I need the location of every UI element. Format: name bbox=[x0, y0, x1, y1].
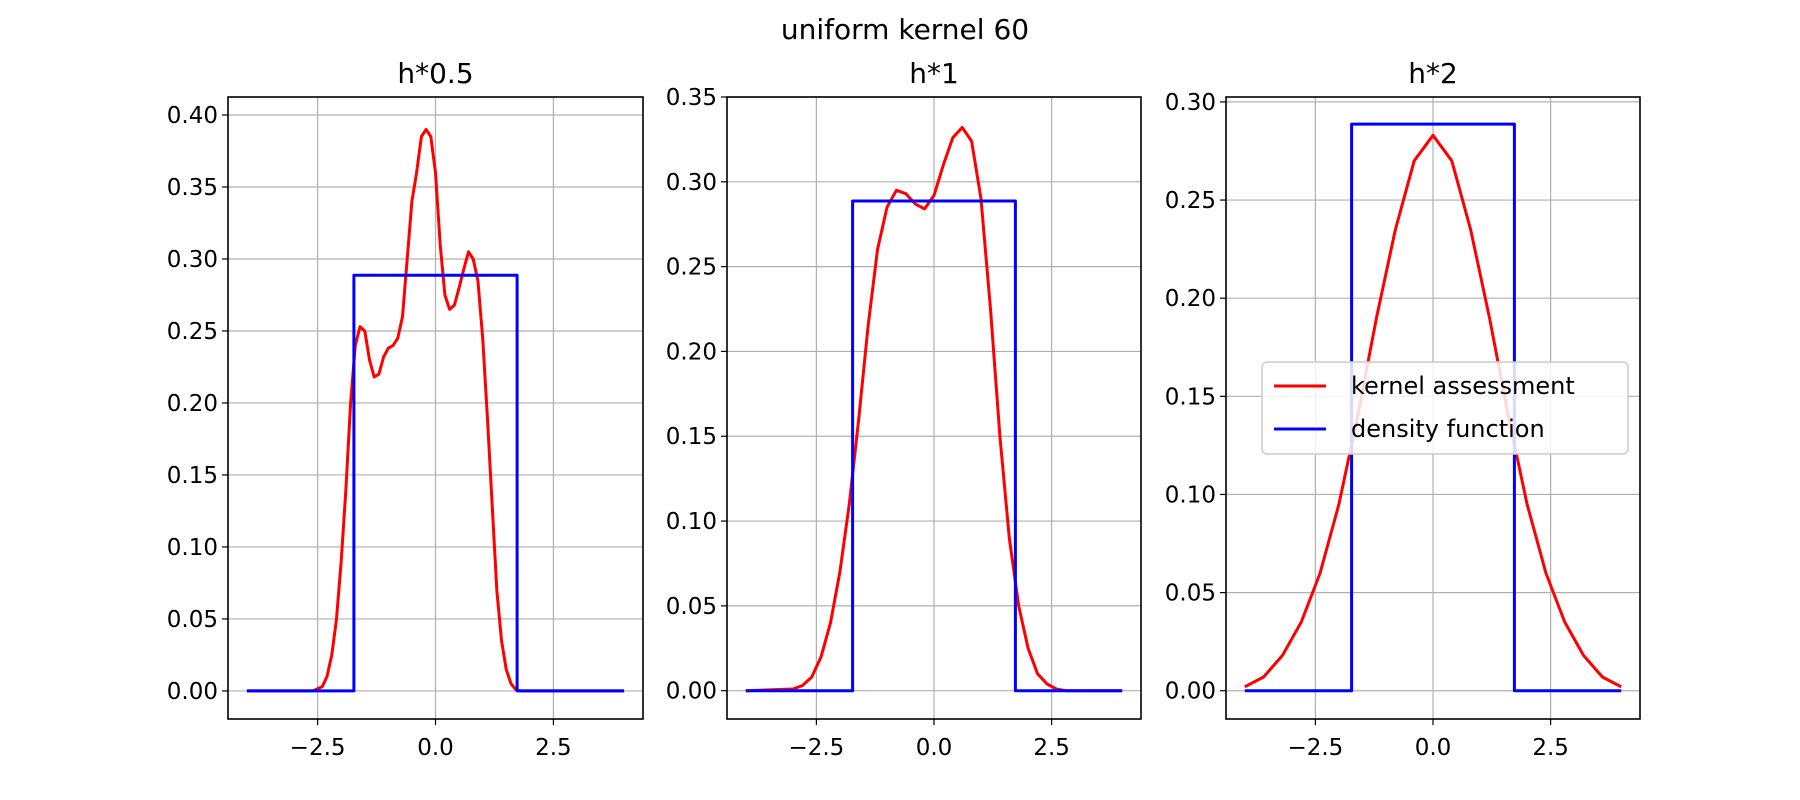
y-tick-label: 0.25 bbox=[167, 319, 218, 345]
y-tick-label: 0.20 bbox=[167, 391, 218, 417]
y-tick-label: 0.15 bbox=[167, 463, 218, 489]
series-line-kernel-assessment bbox=[1244, 133, 1622, 689]
y-tick-label: 0.40 bbox=[167, 103, 218, 129]
series-line-density-function bbox=[246, 273, 625, 693]
x-tick-label: 0.0 bbox=[417, 735, 454, 761]
series-line-kernel-assessment bbox=[745, 126, 1123, 693]
y-tick-label: 0.35 bbox=[666, 85, 717, 111]
y-tick-label: 0.05 bbox=[1165, 581, 1216, 607]
series-line-density-function bbox=[1244, 122, 1622, 693]
x-tick-label: −2.5 bbox=[1287, 735, 1343, 761]
subplot-title: h*1 bbox=[909, 57, 959, 90]
subplot-title: h*0.5 bbox=[397, 57, 473, 90]
y-tick-label: 0.05 bbox=[666, 594, 717, 620]
y-tick-label: 0.25 bbox=[1165, 188, 1216, 214]
y-tick-label: 0.20 bbox=[1165, 286, 1216, 312]
y-tick-label: 0.00 bbox=[666, 679, 717, 705]
y-tick-label: 0.30 bbox=[1165, 90, 1216, 116]
y-tick-label: 0.10 bbox=[167, 535, 218, 561]
legend-label: density function bbox=[1351, 415, 1545, 443]
x-tick-label: 2.5 bbox=[535, 735, 572, 761]
y-tick-label: 0.35 bbox=[167, 175, 218, 201]
y-tick-label: 0.10 bbox=[1165, 482, 1216, 508]
y-tick-label: 0.20 bbox=[666, 339, 717, 365]
legend-box bbox=[1261, 361, 1629, 455]
subplot-2: 0.00 0.05 0.10 0.15 0.20 0.25 0.30 0.35 −2.5 0.0 2… bbox=[666, 57, 1142, 761]
subplots: 0.00 0.05 0.10 0.15 0.20 0.25 0.30 0.35 0.40 −2.5… bbox=[167, 57, 1641, 761]
plot-frame bbox=[227, 96, 644, 720]
legend-label: kernel assessment bbox=[1351, 372, 1575, 400]
y-tick-label: 0.30 bbox=[167, 247, 218, 273]
x-tick-label: −2.5 bbox=[290, 735, 346, 761]
y-tick-label: 0.15 bbox=[666, 424, 717, 450]
x-tick-label: 2.5 bbox=[1532, 735, 1569, 761]
x-tick-label: −2.5 bbox=[788, 735, 844, 761]
x-tick-label: 0.0 bbox=[916, 735, 953, 761]
series-line-density-function bbox=[745, 199, 1123, 693]
legend: kernel assessment density function bbox=[1261, 361, 1629, 455]
y-tick-label: 0.25 bbox=[666, 255, 717, 281]
plot-frame bbox=[726, 96, 1142, 720]
y-tick-label: 0.30 bbox=[666, 170, 717, 196]
subplot-3: 0.00 0.05 0.10 0.15 0.20 0.25 0.30 −2.5 0.0 2.5 h*… bbox=[1165, 57, 1641, 761]
plot-frame bbox=[1225, 96, 1641, 720]
y-tick-label: 0.00 bbox=[1165, 679, 1216, 705]
figure-title: uniform kernel 60 bbox=[781, 13, 1029, 46]
x-tick-label: 2.5 bbox=[1033, 735, 1070, 761]
subplot-title: h*2 bbox=[1408, 57, 1458, 90]
subplot-1: 0.00 0.05 0.10 0.15 0.20 0.25 0.30 0.35 0.40 −2.5… bbox=[167, 57, 644, 761]
y-tick-label: 0.10 bbox=[666, 509, 717, 535]
y-tick-label: 0.00 bbox=[167, 679, 218, 705]
y-tick-label: 0.15 bbox=[1165, 384, 1216, 410]
x-tick-label: 0.0 bbox=[1415, 735, 1452, 761]
y-tick-label: 0.05 bbox=[167, 607, 218, 633]
